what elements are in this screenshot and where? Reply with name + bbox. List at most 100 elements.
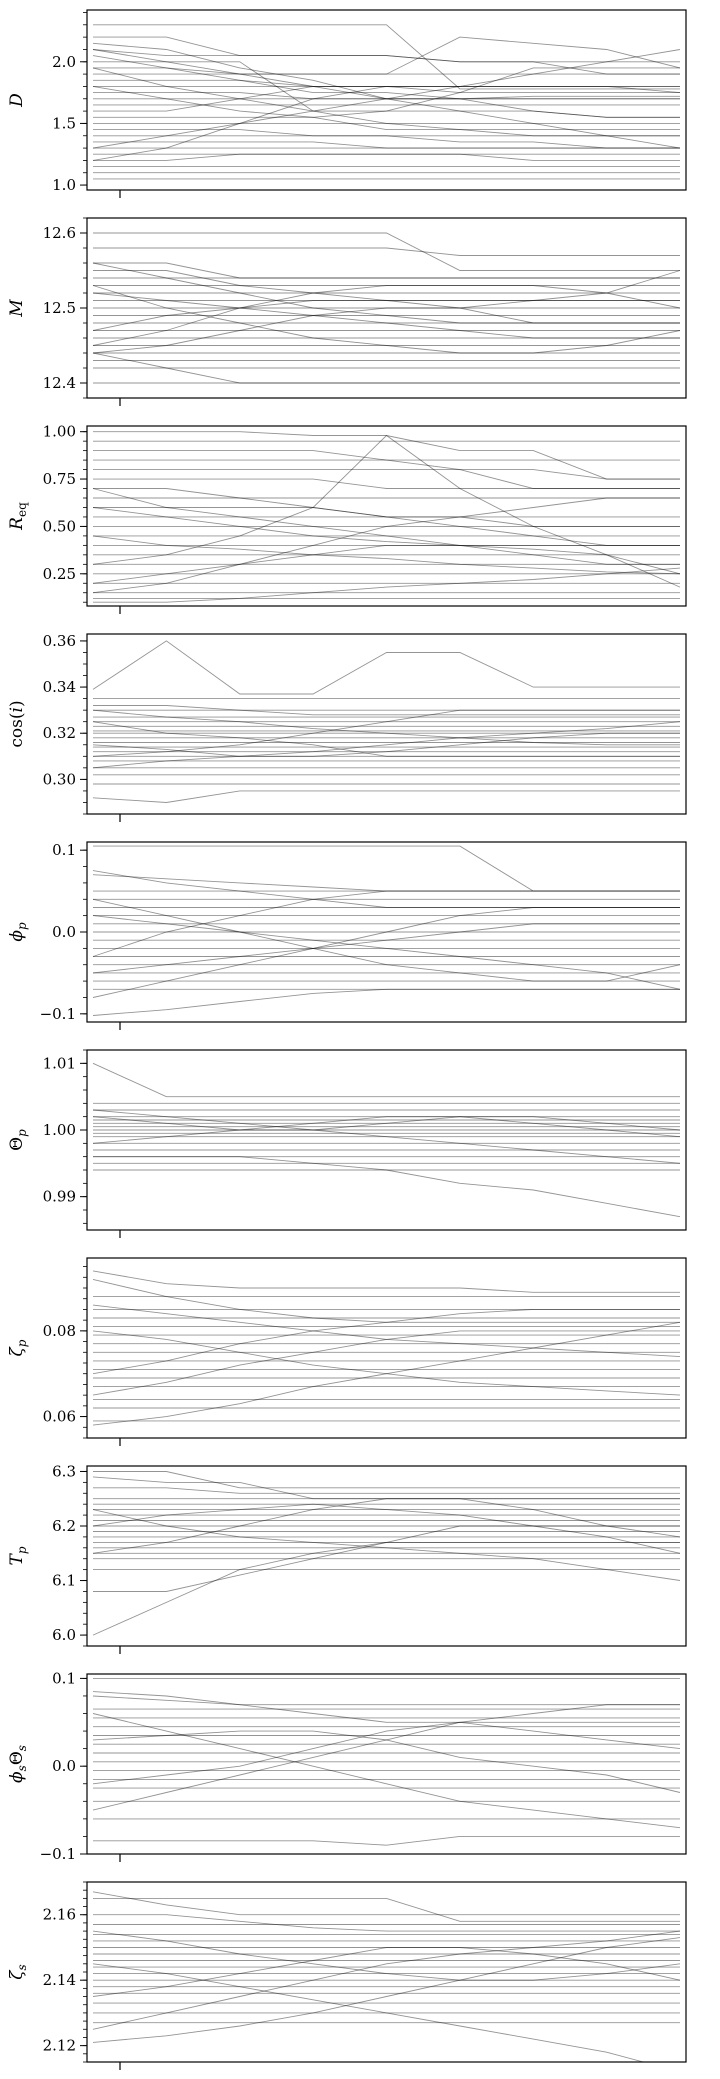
walker-traces (92, 1891, 681, 2062)
walker-line-2 (93, 36, 680, 75)
walker-line-19 (92, 352, 680, 384)
walker-line-7 (93, 488, 680, 546)
walker-line-1 (92, 640, 680, 695)
walker-line-1 (93, 845, 680, 892)
walker-line-21 (92, 915, 681, 990)
walker-line-2 (93, 247, 680, 256)
walker-line-18 (92, 907, 680, 998)
walker-line-25 (92, 544, 680, 584)
walker-traces (92, 640, 681, 803)
walker-line-1 (93, 431, 680, 480)
walker-line-21 (92, 1330, 680, 1396)
walker-line-29 (92, 85, 680, 161)
y-axis-label: ζp (7, 1339, 29, 1356)
walker-line-3 (92, 1695, 680, 1706)
walker-line-4 (93, 270, 680, 294)
walker-line-1 (92, 1541, 680, 1636)
walker-traces (92, 24, 681, 180)
walker-line-18 (92, 1330, 681, 1396)
walker-line-1 (92, 1062, 680, 1098)
walker-line-19 (92, 1308, 680, 1375)
walker-line-20 (92, 709, 680, 757)
y-tick-label: 6.2 (52, 1517, 76, 1535)
y-axis-label: ϕp (7, 922, 29, 942)
y-axis-label: ϕsΘs (7, 1745, 29, 1783)
y-tick-label: 0.36 (43, 632, 76, 650)
walker-line-3 (93, 450, 680, 489)
walker-line-3 (92, 1476, 680, 1500)
walker-line-24 (92, 285, 681, 354)
y-tick-label: −0.1 (40, 1005, 76, 1023)
walker-line-10 (93, 85, 680, 94)
walker-traces (92, 1471, 681, 1636)
walker-line-2 (92, 1278, 680, 1323)
y-axis-label: M (7, 299, 27, 318)
y-tick-label: −0.1 (40, 1845, 76, 1863)
walker-line-19 (92, 898, 681, 982)
walker-line-4 (93, 709, 680, 716)
walker-line-14 (93, 85, 681, 112)
y-axis-label: D (7, 93, 27, 108)
plot-frame (86, 1465, 687, 1647)
y-tick-label: 12.6 (43, 224, 76, 242)
y-axis-label: Req (7, 502, 29, 531)
panel-4: 0.30 0.32 0.34 0.36 cos(i) (7, 632, 687, 822)
walker-traces (92, 1062, 681, 1218)
walker-line-19 (92, 790, 680, 803)
plot-frame (86, 1257, 687, 1439)
panel-3: 0.25 0.50 0.75 1.00 Req (7, 423, 687, 614)
plot-frame (86, 425, 687, 607)
walker-line-21 (92, 721, 680, 757)
y-tick-label: 0.30 (43, 770, 76, 788)
walker-line-22 (92, 923, 680, 974)
walker-line-21 (92, 1503, 681, 1554)
walker-line-24 (92, 535, 681, 575)
walker-line-18 (93, 1525, 680, 1592)
y-axis-label: ζs (7, 1964, 29, 1979)
walker-line-17 (93, 129, 680, 137)
walker-line-17 (92, 1704, 680, 1811)
walker-line-21 (92, 497, 680, 594)
walker-line-2 (92, 870, 680, 908)
plot-frame (86, 9, 687, 191)
y-tick-label: 0.25 (43, 565, 76, 583)
walker-line-17 (92, 1321, 681, 1426)
y-tick-label: 0.06 (43, 1408, 76, 1426)
walker-line-20 (92, 1304, 681, 1358)
walker-line-3 (93, 262, 680, 279)
walker-line-12 (93, 95, 680, 100)
walker-line-19 (93, 141, 680, 149)
walker-line-9 (93, 507, 680, 518)
walker-line-26 (92, 49, 681, 149)
walker-line-30 (92, 67, 680, 137)
walker-line-23 (92, 709, 680, 746)
walker-line-1 (92, 1891, 680, 1916)
walker-line-11 (93, 92, 680, 100)
y-tick-label: 1.01 (43, 1054, 76, 1072)
panel-9: −0.1 0.0 0.1 ϕsΘs (7, 1669, 687, 1863)
walker-line-18 (92, 1713, 681, 1829)
walker-line-17 (92, 988, 680, 1016)
walker-line-20 (93, 567, 681, 603)
y-tick-label: 2.16 (43, 1906, 76, 1924)
panel-8: 6.0 6.1 6.2 6.3 Tp (7, 1462, 687, 1654)
panel-6: 0.99 1.00 1.01 Θp (7, 1049, 687, 1238)
y-tick-label: 0.32 (43, 724, 76, 742)
walker-line-26 (92, 507, 681, 588)
walker-line-2 (93, 1897, 680, 1922)
walker-line-10 (93, 516, 680, 527)
panel-1: 1.0 1.5 2.0 D (7, 9, 687, 198)
walker-line-6 (93, 478, 680, 489)
walker-line-3 (93, 705, 680, 711)
walker-line-5 (92, 55, 680, 100)
walker-line-20 (92, 1498, 681, 1554)
y-tick-label: 0.1 (52, 841, 76, 859)
walker-line-15 (93, 116, 680, 131)
walker-traces (92, 1270, 681, 1426)
walker-line-23 (92, 285, 681, 331)
y-tick-label: 2.14 (43, 1971, 76, 1989)
y-tick-label: 0.0 (52, 1757, 76, 1775)
plot-frame (86, 1881, 687, 2063)
walker-line-3 (93, 1914, 680, 1932)
